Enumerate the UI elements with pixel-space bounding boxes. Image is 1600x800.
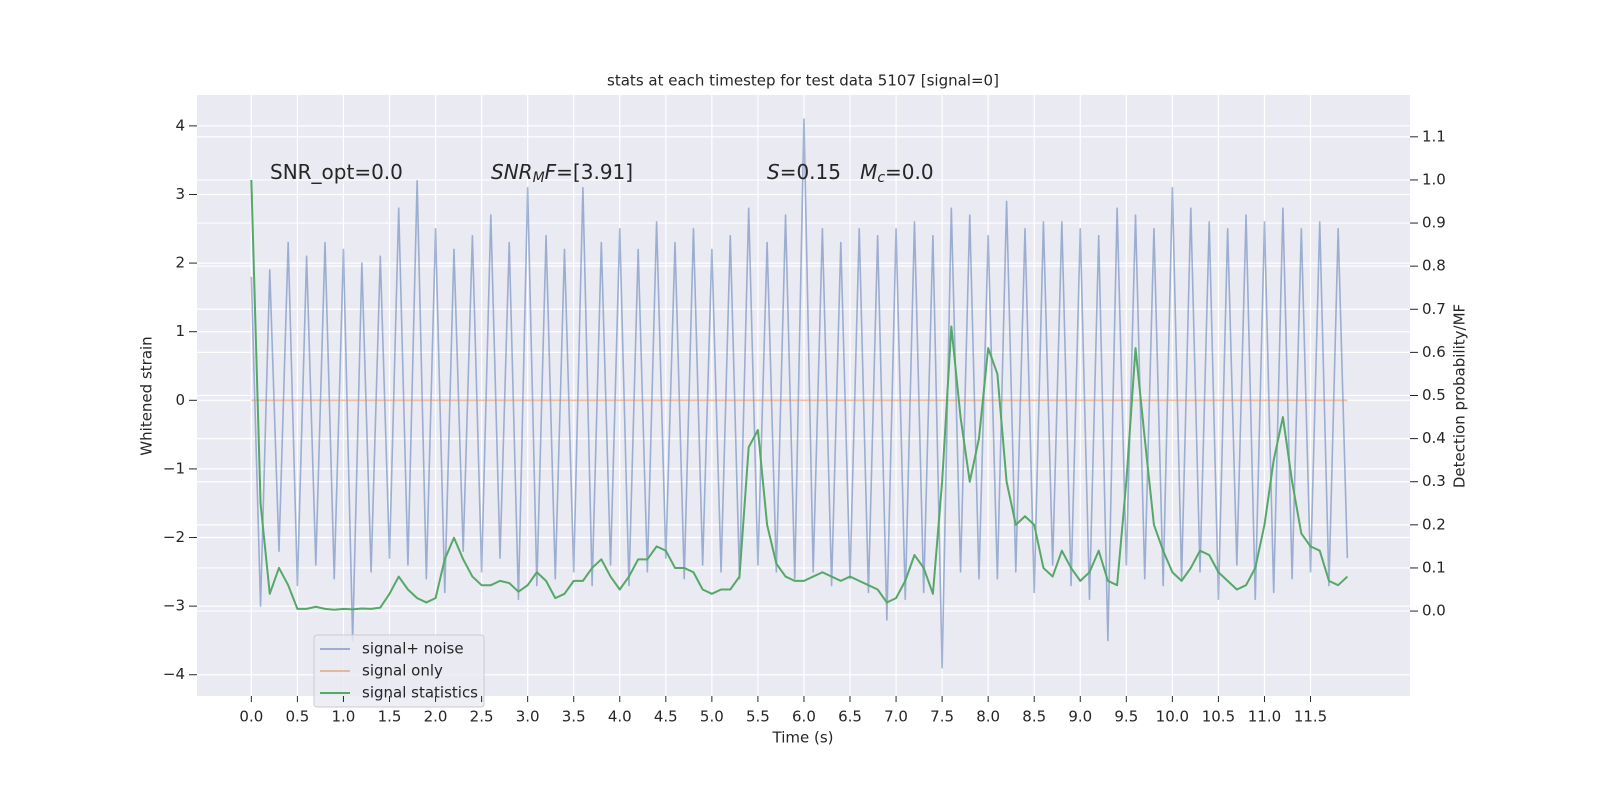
- y2-tick-label: 1.1: [1422, 127, 1446, 145]
- y-tick-label: −2: [163, 528, 185, 546]
- legend-label: signal statistics: [362, 684, 478, 702]
- y-tick-label: −1: [163, 459, 185, 477]
- annotation-part: SNR_opt=0.0: [270, 160, 403, 184]
- x-tick-label: 11.0: [1248, 708, 1281, 726]
- x-tick-label: 6.5: [838, 708, 862, 726]
- y2-tick-label: 0.5: [1422, 386, 1446, 404]
- x-tick-label: 2.0: [424, 708, 448, 726]
- x-tick-label: 9.0: [1068, 708, 1092, 726]
- x-tick-label: 1.0: [332, 708, 356, 726]
- x-tick-label: 8.0: [976, 708, 1000, 726]
- annotation: SNR_opt=0.0: [270, 160, 403, 184]
- annotation-part: =0.15: [780, 160, 860, 184]
- x-tick-label: 4.5: [654, 708, 678, 726]
- x-tick-label: 10.0: [1156, 708, 1189, 726]
- y2-tick-label: 0.8: [1422, 257, 1446, 275]
- y-tick-label: 4: [175, 116, 185, 134]
- y-tick-label: 3: [175, 185, 185, 203]
- y-tick-label: 1: [175, 322, 185, 340]
- annotation-part: M: [860, 160, 877, 184]
- x-tick-label: 7.0: [884, 708, 908, 726]
- x-tick-label: 0.0: [239, 708, 263, 726]
- y-tick-label: 2: [175, 254, 185, 272]
- y2-tick-label: 0.7: [1422, 300, 1446, 318]
- y2-tick-label: 1.0: [1422, 170, 1446, 188]
- x-tick-label: 10.5: [1202, 708, 1235, 726]
- y2-tick-label: 0.6: [1422, 343, 1446, 361]
- x-tick-label: 6.0: [792, 708, 816, 726]
- annotation-part: S: [767, 160, 780, 184]
- y2-tick-label: 0.4: [1422, 429, 1446, 447]
- y2-axis-label: Detection probability/MF: [1451, 304, 1469, 488]
- x-tick-label: 4.0: [608, 708, 632, 726]
- annotation-part: =[3.91]: [556, 160, 633, 184]
- series-line: [250, 179, 1349, 611]
- x-tick-label: 11.5: [1294, 708, 1327, 726]
- annotation-part: M: [533, 170, 545, 186]
- y2-tick-label: 0.3: [1422, 472, 1446, 490]
- marks: [250, 118, 1349, 669]
- annotation-part: F: [545, 160, 557, 184]
- annotation: SNRMF=[3.91]: [491, 160, 633, 187]
- x-tick-label: 1.5: [378, 708, 402, 726]
- x-tick-label: 3.5: [562, 708, 586, 726]
- x-tick-label: 8.5: [1022, 708, 1046, 726]
- x-tick-label: 2.5: [470, 708, 494, 726]
- overlay: SNR_opt=0.0 SNRMF=[3.91] S=0.15 Mc=0.0sign…: [270, 160, 934, 708]
- x-tick-label: 3.0: [516, 708, 540, 726]
- x-axis-label: Time (s): [772, 729, 834, 747]
- x-tick-label: 0.5: [285, 708, 309, 726]
- y2-tick-label: 0.2: [1422, 515, 1446, 533]
- y-tick-label: −4: [163, 665, 185, 683]
- y2-tick-label: 0.9: [1422, 214, 1446, 232]
- x-tick-label: 7.5: [930, 708, 954, 726]
- annotation: S=0.15 Mc=0.0: [767, 160, 934, 187]
- annotation-part: SNR: [491, 160, 533, 184]
- x-tick-label: 9.5: [1114, 708, 1138, 726]
- y-tick-label: 0: [175, 391, 185, 409]
- y-axis-label: Whitened strain: [138, 336, 156, 455]
- y2-tick-label: 0.1: [1422, 558, 1446, 576]
- y-tick-label: −3: [163, 597, 185, 615]
- y2-tick-label: 0.0: [1422, 602, 1446, 620]
- x-tick-label: 5.5: [746, 708, 770, 726]
- chart-title: stats at each timestep for test data 510…: [607, 72, 999, 90]
- legend-label: signal only: [362, 662, 443, 680]
- annotation-part: c: [877, 170, 885, 186]
- annotation-part: =0.0: [885, 160, 934, 184]
- legend-label: signal+ noise: [362, 640, 464, 658]
- series-line: [250, 118, 1349, 669]
- legend-box: [313, 634, 485, 708]
- x-tick-label: 5.0: [700, 708, 724, 726]
